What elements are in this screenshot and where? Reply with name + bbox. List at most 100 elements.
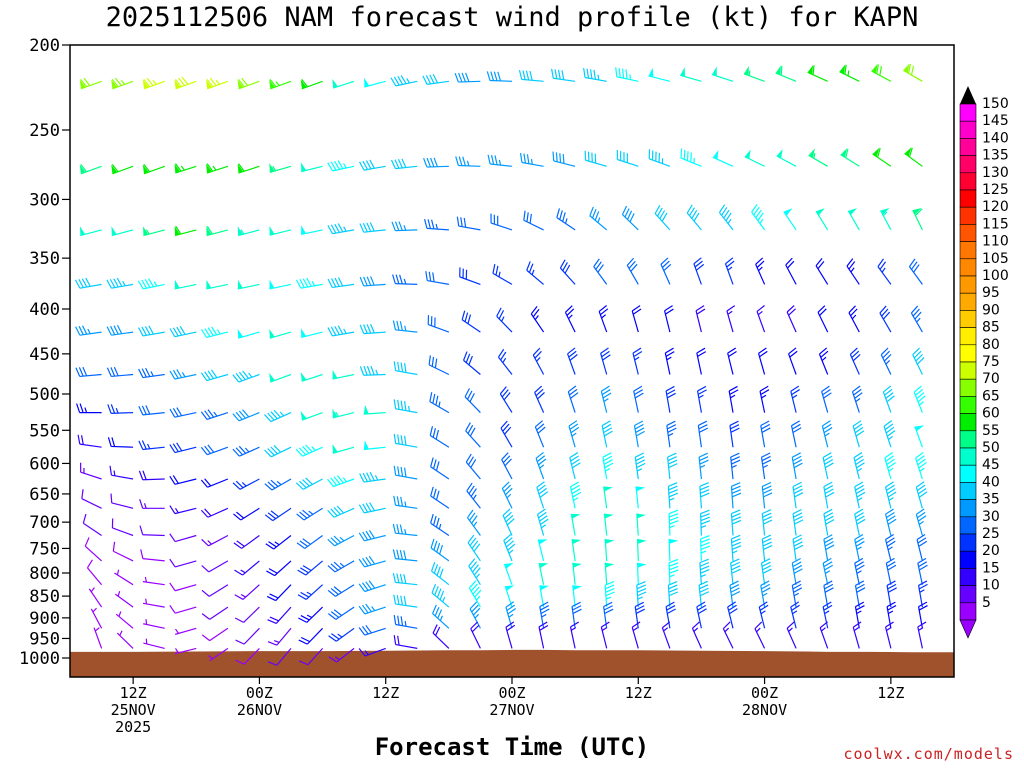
barb-full <box>631 305 641 312</box>
wind-barb <box>534 420 546 448</box>
barb-full <box>366 324 372 334</box>
barb-full <box>570 621 580 628</box>
barb-full <box>365 603 372 613</box>
barb-full <box>390 159 396 169</box>
barb-staff <box>912 209 923 231</box>
barb-full <box>792 583 802 590</box>
wind-barb <box>884 533 896 562</box>
barb-half <box>508 549 514 554</box>
barb-half <box>498 159 502 166</box>
barb-pennant <box>504 562 514 569</box>
barb-full <box>106 326 112 336</box>
barb-staff <box>464 396 481 414</box>
wind-barb <box>504 585 515 608</box>
barb-staff <box>88 588 103 608</box>
barb-half <box>530 158 533 165</box>
colorbar-swatch <box>959 241 977 260</box>
barb-full <box>908 147 913 158</box>
colorbar-label: 135 <box>982 148 1009 164</box>
barb-full <box>80 163 88 173</box>
barb-staff <box>668 513 671 536</box>
barb-full <box>793 568 803 574</box>
barb-staff <box>301 373 323 382</box>
barb-staff <box>207 446 229 456</box>
barb-staff <box>431 570 450 586</box>
barb-half <box>693 627 699 632</box>
barb-staff <box>636 585 639 608</box>
barb-full <box>427 219 432 229</box>
barb-staff <box>788 353 797 375</box>
barb-half <box>94 627 100 632</box>
barb-full <box>537 392 545 400</box>
barb-full <box>763 492 773 498</box>
barb-full <box>396 320 400 331</box>
barb-staff <box>776 155 797 167</box>
barb-full <box>912 308 920 317</box>
barb-staff <box>904 152 923 167</box>
barb-full <box>586 68 590 79</box>
barb-full <box>499 386 507 395</box>
wind-barb <box>142 163 165 175</box>
barb-full <box>730 587 740 593</box>
wind-barb <box>551 68 576 82</box>
barb-full <box>423 157 428 168</box>
barb-full <box>109 465 113 476</box>
barb-full <box>400 496 404 507</box>
barb-full <box>207 327 214 337</box>
barb-full <box>434 586 439 596</box>
barb-full <box>393 399 397 409</box>
barb-full <box>915 508 925 515</box>
barb-staff <box>364 647 386 657</box>
wind-barb <box>534 385 545 413</box>
barb-half <box>248 372 253 378</box>
barb-staff <box>142 581 165 586</box>
wind-barb <box>604 562 615 585</box>
y-tick-label: 550 <box>29 421 60 441</box>
barb-staff <box>300 229 323 236</box>
barb-half <box>216 329 221 335</box>
barb-full <box>669 513 679 518</box>
barb-staff <box>501 488 513 509</box>
barb-half <box>118 611 122 617</box>
barb-half <box>855 398 861 403</box>
barb-full <box>916 392 925 400</box>
barb-full <box>697 389 707 395</box>
wind-barb <box>138 405 165 416</box>
barb-staff <box>395 474 418 480</box>
colorbar-swatch <box>959 361 977 380</box>
barb-staff <box>760 562 766 585</box>
barb-full <box>918 461 927 469</box>
barb-full <box>819 347 828 355</box>
barb-staff <box>854 563 860 585</box>
credit-link[interactable]: coolwx.com/models <box>843 745 1014 763</box>
barb-pennant <box>605 538 615 544</box>
barb-full <box>390 77 397 87</box>
barb-full <box>235 373 243 382</box>
barb-half <box>534 315 539 321</box>
barb-full <box>559 259 566 269</box>
barb-staff <box>564 312 576 333</box>
barb-staff <box>363 331 386 335</box>
barb-staff <box>496 315 513 333</box>
wind-barb <box>699 558 710 585</box>
barb-half <box>374 475 379 481</box>
barb-staff <box>270 412 292 423</box>
wind-barb <box>296 507 323 521</box>
barb-full <box>668 591 679 597</box>
wind-barb <box>201 534 229 547</box>
barb-staff <box>819 627 829 649</box>
barb-full <box>204 478 212 487</box>
barb-full <box>422 75 428 85</box>
barb-half <box>603 398 609 402</box>
wind-barb <box>358 580 386 593</box>
barb-full <box>624 208 630 218</box>
barb-staff <box>603 513 608 536</box>
barb-staff <box>112 165 134 175</box>
wind-barb <box>786 621 797 649</box>
wind-barb <box>759 385 770 413</box>
barb-full <box>855 564 865 571</box>
barb-full <box>572 605 582 611</box>
barb-full <box>393 495 397 506</box>
barb-staff <box>238 80 260 90</box>
barb-full <box>698 580 708 586</box>
